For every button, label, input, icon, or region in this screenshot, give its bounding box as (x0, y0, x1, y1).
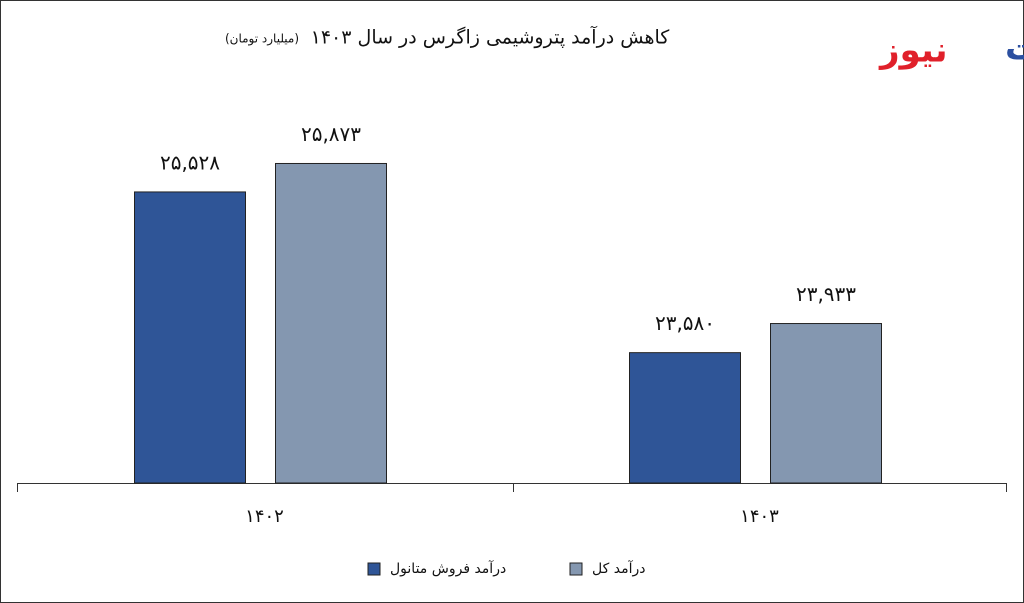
legend-swatch (367, 562, 381, 576)
legend-swatch (569, 562, 583, 576)
bar (275, 162, 387, 484)
x-tick-label: ۱۴۰۳ (740, 506, 779, 527)
logo-blue: تجارت (1005, 29, 1024, 69)
value-label: ۲۳,۵۸۰ (655, 311, 715, 335)
value-label: ۲۵,۵۲۸ (160, 150, 220, 174)
value-label: ۲۳,۹۳۳ (796, 282, 856, 306)
legend-label: درآمد کل (592, 560, 645, 577)
bar (770, 323, 882, 484)
x-tick-label: ۱۴۰۲ (245, 506, 284, 527)
logo-red: نیوز (878, 31, 948, 71)
legend-label: درآمد فروش متانول (390, 560, 506, 577)
chart-subtitle: (میلیارد تومان) (225, 32, 299, 47)
bar (629, 352, 741, 484)
chart-title: کاهش درآمد پتروشیمی زاگرس در سال ۱۴۰۳ (311, 25, 671, 49)
bar (134, 191, 246, 484)
value-label: ۲۵,۸۷۳ (301, 122, 361, 146)
